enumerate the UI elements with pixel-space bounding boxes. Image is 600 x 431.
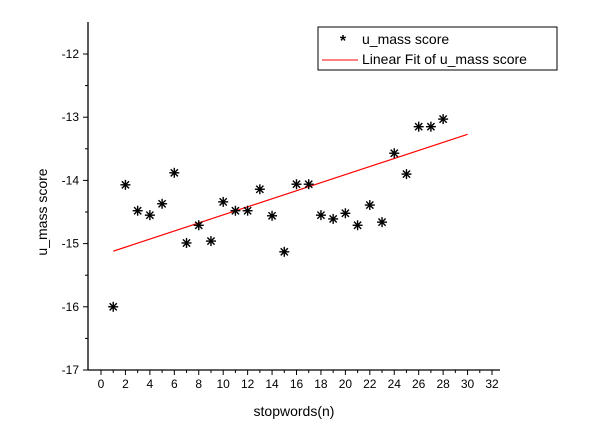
data-point <box>340 208 351 219</box>
x-tick-label: 2 <box>122 377 129 391</box>
y-tick-label: -15 <box>62 237 80 251</box>
data-point <box>193 220 204 231</box>
data-point <box>144 210 155 221</box>
linear-fit-line <box>113 133 468 252</box>
data-point <box>328 213 339 224</box>
x-tick-label: 14 <box>265 377 279 391</box>
legend-label-fit: Linear Fit of u_mass score <box>362 51 527 67</box>
x-tick-label: 24 <box>388 377 402 391</box>
x-tick-label: 6 <box>171 377 178 391</box>
data-point <box>315 210 326 221</box>
data-point <box>120 179 131 190</box>
x-tick-label: 8 <box>195 377 202 391</box>
data-point <box>377 217 388 228</box>
y-tick-label: -12 <box>62 47 80 61</box>
data-point <box>132 205 143 216</box>
x-tick-label: 32 <box>485 377 499 391</box>
data-point <box>303 179 314 190</box>
data-point <box>169 167 180 178</box>
y-axis-label: u_mass score <box>34 168 50 255</box>
data-point <box>108 301 119 312</box>
x-tick-label: 20 <box>339 377 353 391</box>
data-point <box>157 198 168 209</box>
data-point <box>425 121 436 132</box>
x-tick-label: 18 <box>314 377 328 391</box>
data-point <box>267 210 278 221</box>
x-tick-label: 0 <box>98 377 105 391</box>
data-point <box>291 179 302 190</box>
data-point <box>230 205 241 216</box>
data-point <box>205 236 216 247</box>
x-tick-label: 28 <box>436 377 450 391</box>
data-point <box>242 205 253 216</box>
x-tick-label: 16 <box>290 377 304 391</box>
data-point <box>218 196 229 207</box>
x-tick-label: 4 <box>147 377 154 391</box>
data-point <box>413 121 424 132</box>
data-point <box>181 237 192 248</box>
legend: * u_mass score Linear Fit of u_mass scor… <box>317 26 558 71</box>
x-tick-label: 12 <box>241 377 255 391</box>
data-point <box>438 114 449 125</box>
y-tick-label: -16 <box>62 300 80 314</box>
y-tick-label: -13 <box>62 110 80 124</box>
x-tick-label: 30 <box>461 377 475 391</box>
data-point <box>254 184 265 195</box>
data-point <box>279 246 290 257</box>
x-tick-label: 26 <box>412 377 426 391</box>
data-point <box>352 220 363 231</box>
legend-label-scores: u_mass score <box>362 31 449 47</box>
x-tick-label: 10 <box>217 377 231 391</box>
legend-marker-asterisk: * <box>340 33 347 50</box>
y-tick-label: -14 <box>62 173 80 187</box>
x-axis-label: stopwords(n) <box>254 403 335 419</box>
x-tick-label: 22 <box>363 377 377 391</box>
y-tick-label: -17 <box>62 363 80 377</box>
data-point <box>364 200 375 211</box>
data-point <box>401 169 412 180</box>
data-point <box>389 148 400 159</box>
